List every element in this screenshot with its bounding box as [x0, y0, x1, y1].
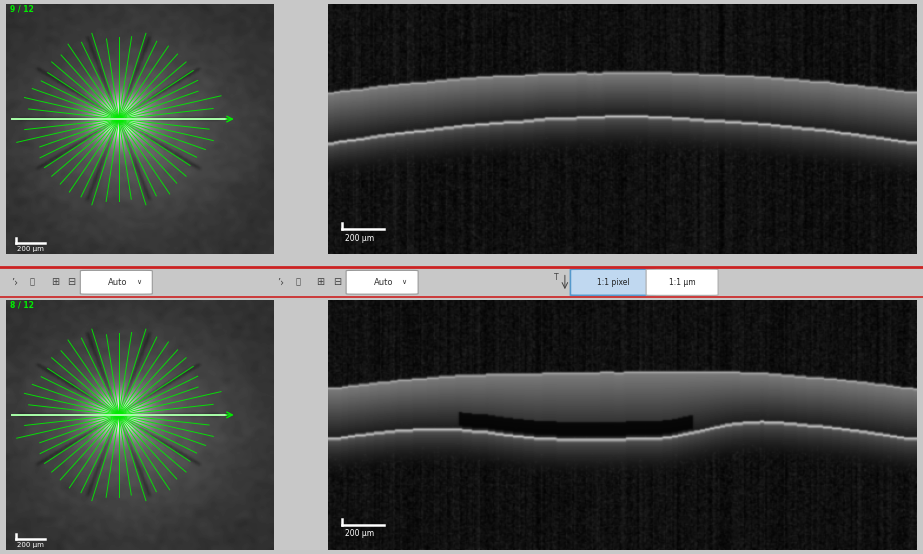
FancyBboxPatch shape: [646, 269, 718, 295]
Text: 200 μm: 200 μm: [18, 246, 44, 252]
Text: ⊟: ⊟: [333, 277, 342, 288]
Text: 🔍: 🔍: [295, 278, 300, 287]
FancyBboxPatch shape: [80, 270, 152, 294]
Text: ∨: ∨: [402, 279, 407, 285]
Text: T: T: [554, 273, 558, 282]
Text: ’›: ’›: [277, 277, 284, 288]
Text: Auto: Auto: [108, 278, 127, 287]
FancyBboxPatch shape: [346, 270, 418, 294]
Text: ⊞: ⊞: [51, 277, 59, 288]
Text: 8 / 12: 8 / 12: [10, 301, 34, 310]
Text: 200 μm: 200 μm: [345, 234, 374, 243]
Text: 200 μm: 200 μm: [18, 542, 44, 548]
Text: 1:1 μm: 1:1 μm: [669, 278, 695, 287]
Text: ’›: ’›: [11, 277, 18, 288]
Text: 🔍: 🔍: [30, 278, 34, 287]
Text: 200 μm: 200 μm: [345, 530, 374, 538]
Text: 9 / 12: 9 / 12: [10, 5, 34, 14]
Text: ⊟: ⊟: [67, 277, 76, 288]
Text: ⊞: ⊞: [317, 277, 325, 288]
Text: Auto: Auto: [374, 278, 393, 287]
Text: ∨: ∨: [136, 279, 141, 285]
FancyBboxPatch shape: [570, 269, 655, 295]
Text: 1:1 pixel: 1:1 pixel: [596, 278, 629, 287]
